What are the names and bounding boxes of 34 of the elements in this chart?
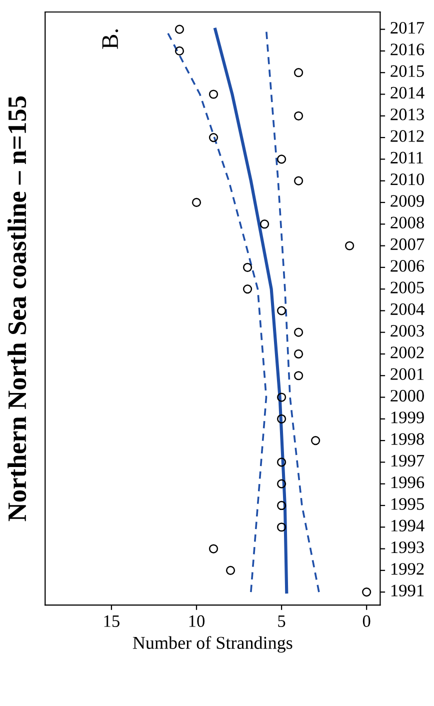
y-tick-label: 1993 bbox=[391, 541, 424, 554]
y-tick-label: 2001 bbox=[390, 368, 424, 380]
y-tick-label: 2003 bbox=[390, 324, 424, 337]
y-tick-label: 1997 bbox=[391, 454, 424, 467]
y-tick-label: 2008 bbox=[390, 216, 424, 228]
y-tick-label: 1992 bbox=[391, 563, 424, 575]
y-tick-label: 2010 bbox=[390, 173, 424, 186]
text: Northern North Sea coastline – n=155 bbox=[8, 96, 26, 522]
y-tick-label: 2017 bbox=[390, 22, 424, 34]
x-tick-label: 5 bbox=[278, 615, 286, 627]
x-axis-title: Number of Strandings bbox=[132, 636, 292, 653]
y-tick-label: 1991 bbox=[391, 584, 424, 596]
y-tick-label: 1996 bbox=[391, 476, 424, 488]
y-tick-label: 2004 bbox=[390, 303, 424, 316]
y-tick-label: 2006 bbox=[390, 260, 424, 272]
y-tick-label: 2011 bbox=[390, 152, 423, 164]
x-tick-label: 15 bbox=[104, 615, 120, 627]
y-tick-label: 2015 bbox=[390, 65, 424, 77]
y-tick-label: 1998 bbox=[391, 433, 424, 445]
y-tick-label: 2000 bbox=[390, 390, 424, 402]
x-tick-label: 0 bbox=[362, 615, 370, 627]
y-tick-label: 2014 bbox=[390, 86, 424, 99]
x-tick-label: 10 bbox=[189, 615, 205, 627]
y-tick-label: 2016 bbox=[390, 44, 424, 56]
annotation: B. bbox=[102, 29, 118, 49]
y-tick-label: 2005 bbox=[390, 282, 424, 294]
y-tick-label: 2002 bbox=[390, 346, 424, 358]
y-tick-label: 2007 bbox=[390, 238, 424, 250]
y-tick-label: 2013 bbox=[390, 108, 424, 120]
y-tick-label: 2012 bbox=[390, 130, 424, 142]
y-tick-label: 2009 bbox=[390, 195, 424, 207]
y-tick-label: 1994 bbox=[391, 520, 424, 532]
y-tick-label: 1999 bbox=[391, 412, 424, 424]
y-tick-label: 1995 bbox=[391, 498, 424, 510]
